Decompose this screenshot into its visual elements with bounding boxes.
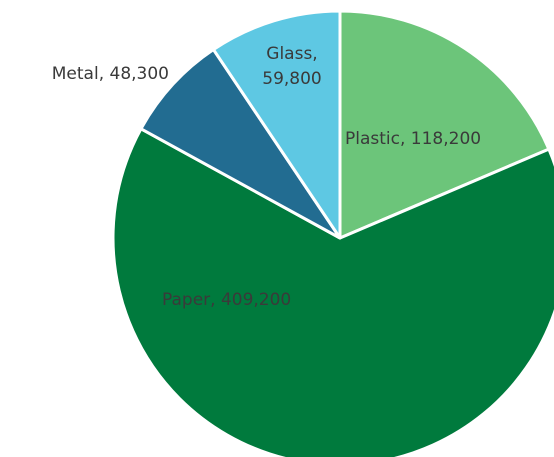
pie-slice-glass <box>211 9 342 240</box>
data-label-metal: Metal, 48,300 <box>52 64 169 84</box>
data-label-paper: Paper, 409,200 <box>162 290 291 310</box>
pie-slices <box>111 9 554 457</box>
pie-slice-paper <box>111 127 554 457</box>
pie-slice-metal <box>139 48 342 240</box>
data-label-plastic: Plastic, 118,200 <box>345 129 481 149</box>
pie-slice-plastic <box>338 9 551 240</box>
data-label-glass: Glass, 59,800 <box>262 44 321 89</box>
pie-labels: Plastic, 118,200 Paper, 409,200 Metal, 48,… <box>52 44 481 310</box>
